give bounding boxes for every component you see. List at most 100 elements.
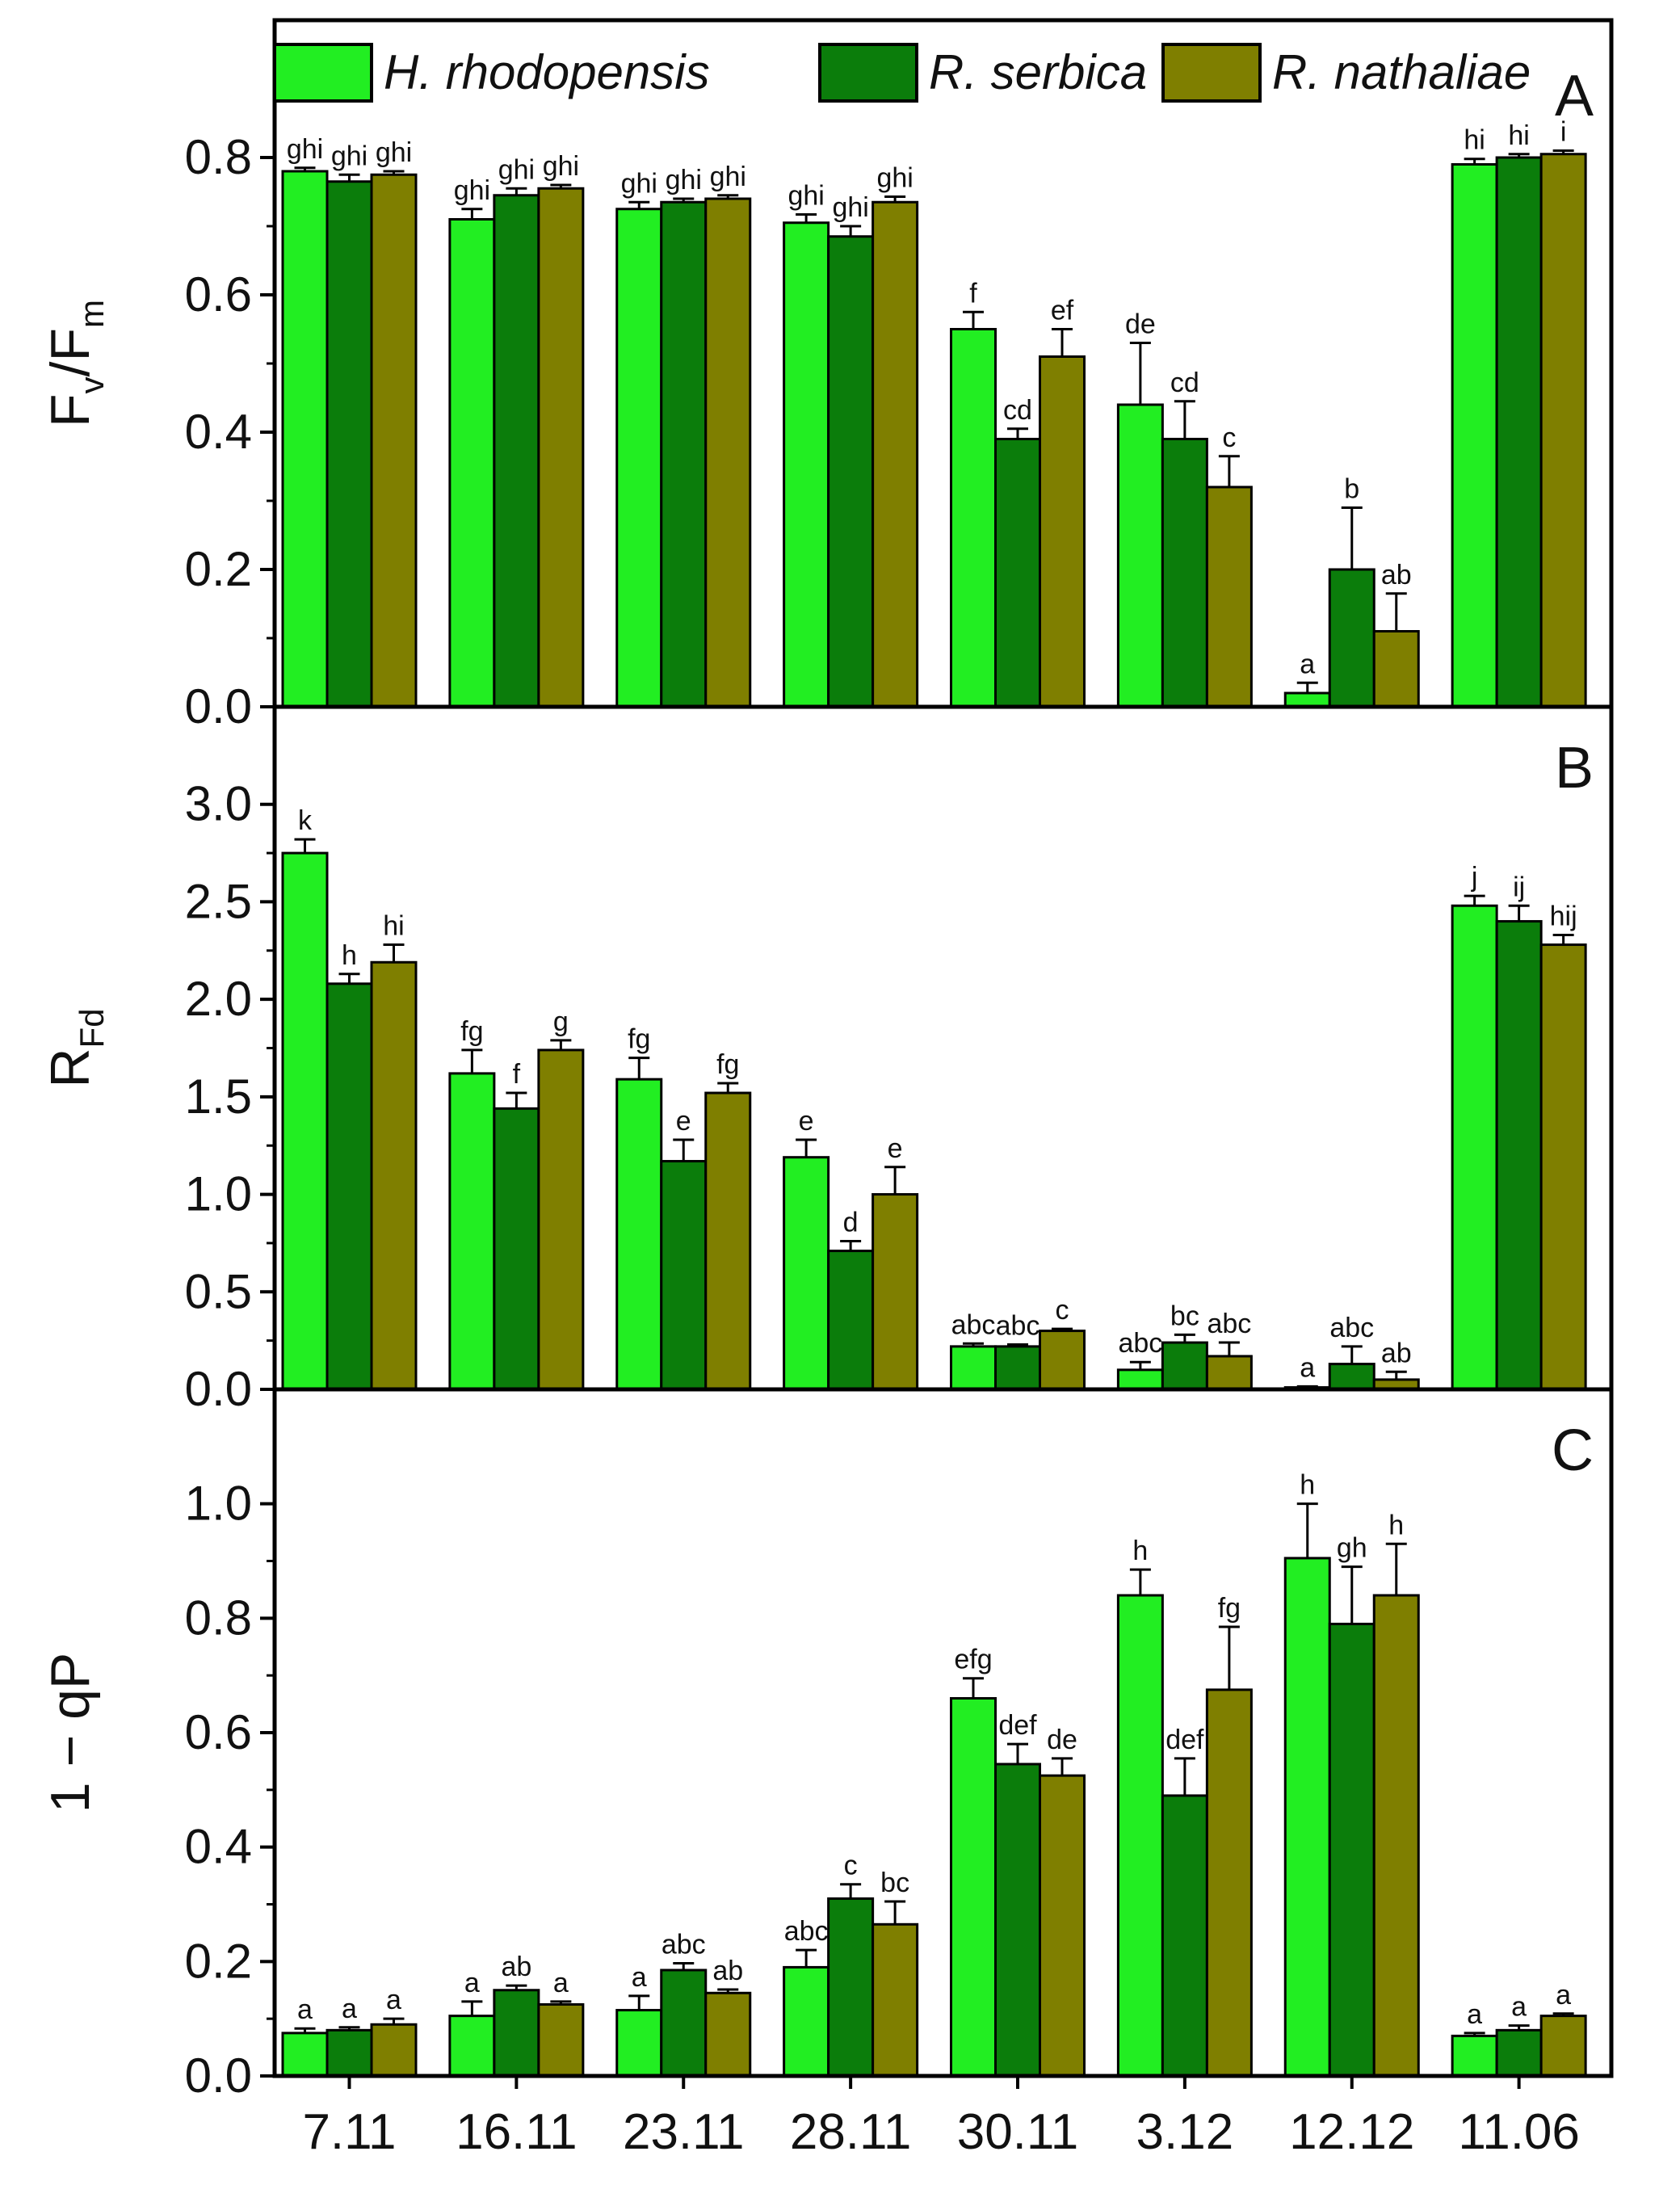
y-axis-label-subscript: Fd xyxy=(73,1008,111,1048)
significance-label: abc xyxy=(1329,1313,1374,1343)
bar xyxy=(950,328,997,708)
y-axis-label: RFd xyxy=(40,1008,111,1087)
significance-label: def xyxy=(998,1710,1037,1741)
significance-label: f xyxy=(513,1059,521,1090)
bar xyxy=(994,438,1041,708)
significance-label: bc xyxy=(880,1868,909,1898)
significance-label: cd xyxy=(1170,368,1199,398)
bar xyxy=(326,982,373,1391)
y-tick-label: 0.6 xyxy=(185,267,252,321)
y-tick-label: 0.2 xyxy=(185,1934,252,1988)
significance-label: ab xyxy=(1381,1338,1412,1368)
significance-label: h xyxy=(1388,1510,1404,1540)
bar xyxy=(827,1250,875,1391)
significance-label: ghi xyxy=(376,137,412,168)
significance-label: h xyxy=(342,940,357,971)
significance-label: a xyxy=(297,1994,313,2025)
significance-label: ab xyxy=(1381,560,1412,590)
significance-label: ghi xyxy=(498,154,535,185)
x-tick-label: 23.11 xyxy=(623,2104,745,2160)
significance-label: abc xyxy=(1207,1309,1251,1339)
significance-label: f xyxy=(969,278,977,309)
y-tick-label: 0.8 xyxy=(185,130,252,184)
bar xyxy=(615,2009,663,2078)
significance-label: fg xyxy=(628,1024,650,1055)
significance-label: ghi xyxy=(666,165,702,195)
significance-label: de xyxy=(1125,309,1156,340)
significance-label: fg xyxy=(716,1049,739,1080)
y-tick-label: 0.6 xyxy=(185,1705,252,1759)
bar xyxy=(872,1922,919,2078)
y-tick-label: 1.0 xyxy=(185,1167,252,1221)
significance-label: h xyxy=(1132,1536,1148,1566)
bar xyxy=(1495,156,1543,708)
bar xyxy=(660,200,708,708)
x-tick-label: 7.11 xyxy=(302,2104,396,2160)
significance-label: ghi xyxy=(710,162,746,192)
bar xyxy=(783,1156,830,1391)
significance-label: a xyxy=(1300,1352,1315,1383)
y-axis-label-subscript: m xyxy=(73,300,111,328)
significance-label: a xyxy=(1300,649,1315,679)
bar xyxy=(493,1989,540,2078)
bar xyxy=(448,2015,496,2078)
bar xyxy=(1116,1368,1164,1391)
significance-label: c xyxy=(1056,1295,1069,1326)
bar xyxy=(493,1107,540,1391)
significance-label: ghi xyxy=(876,162,913,193)
panel-c: 0.00.20.40.60.81.0aa aabcefghhaaababccdef… xyxy=(40,1387,1614,2103)
y-tick-label: 0.0 xyxy=(185,679,252,733)
panel-letter: B xyxy=(1555,736,1594,800)
bar xyxy=(994,1345,1041,1391)
legend-label: R. nathaliae xyxy=(1272,45,1531,99)
bar xyxy=(537,1048,585,1391)
significance-label: ab xyxy=(712,1956,743,1986)
x-tick-label: 28.11 xyxy=(790,2104,912,2160)
bar xyxy=(370,173,418,708)
y-tick-label: 0.5 xyxy=(185,1264,252,1318)
bar xyxy=(1205,1688,1253,2078)
x-tick-label: 12.12 xyxy=(1289,2104,1414,2160)
panel-frame xyxy=(272,1387,1614,2078)
significance-label: c xyxy=(844,1851,858,1881)
bar xyxy=(1116,403,1164,708)
y-tick-label: 1.5 xyxy=(185,1069,252,1124)
bar xyxy=(370,960,418,1391)
significance-label: j xyxy=(1471,862,1478,893)
bar xyxy=(1372,630,1420,708)
significance-label: c xyxy=(1222,422,1236,453)
significance-label: hi xyxy=(383,911,404,942)
significance-label: hi xyxy=(1508,120,1529,151)
significance-label: a xyxy=(1511,1992,1527,2023)
significance-label: abc xyxy=(784,1916,829,1947)
significance-label: a xyxy=(386,1985,401,2015)
bar xyxy=(537,2002,585,2078)
significance-label: ghi xyxy=(788,181,824,212)
significance-label: a xyxy=(342,1994,357,2024)
bar xyxy=(1495,2028,1543,2078)
legend-swatch xyxy=(1161,43,1262,103)
bar xyxy=(448,218,496,708)
bar xyxy=(783,1965,830,2078)
significance-label: ghi xyxy=(832,192,868,223)
y-axis-label-part: /F xyxy=(40,328,101,376)
y-tick-label: 0.2 xyxy=(185,542,252,596)
y-tick-label: 0.4 xyxy=(185,1820,252,1874)
bar xyxy=(1039,1330,1086,1391)
bar xyxy=(994,1763,1041,2078)
significance-label: hi xyxy=(1464,125,1485,156)
y-axis-label: Fv/Fm xyxy=(40,300,111,427)
y-tick-label: 0.4 xyxy=(185,405,252,459)
significance-label: ghi xyxy=(331,141,368,171)
significance-label: fg xyxy=(1218,1593,1241,1624)
bar xyxy=(326,180,373,708)
significance-label: i xyxy=(1560,117,1567,148)
bar xyxy=(537,187,585,708)
bar xyxy=(1539,943,1587,1391)
legend-swatch xyxy=(273,43,373,103)
bar xyxy=(1116,1594,1164,2078)
significance-label: b xyxy=(1344,474,1359,505)
panel-b: 0.00.51.01.52.02.53.0 kfg fgeabcabcajhfeda… xyxy=(40,704,1614,1416)
significance-label: bc xyxy=(1170,1300,1199,1331)
